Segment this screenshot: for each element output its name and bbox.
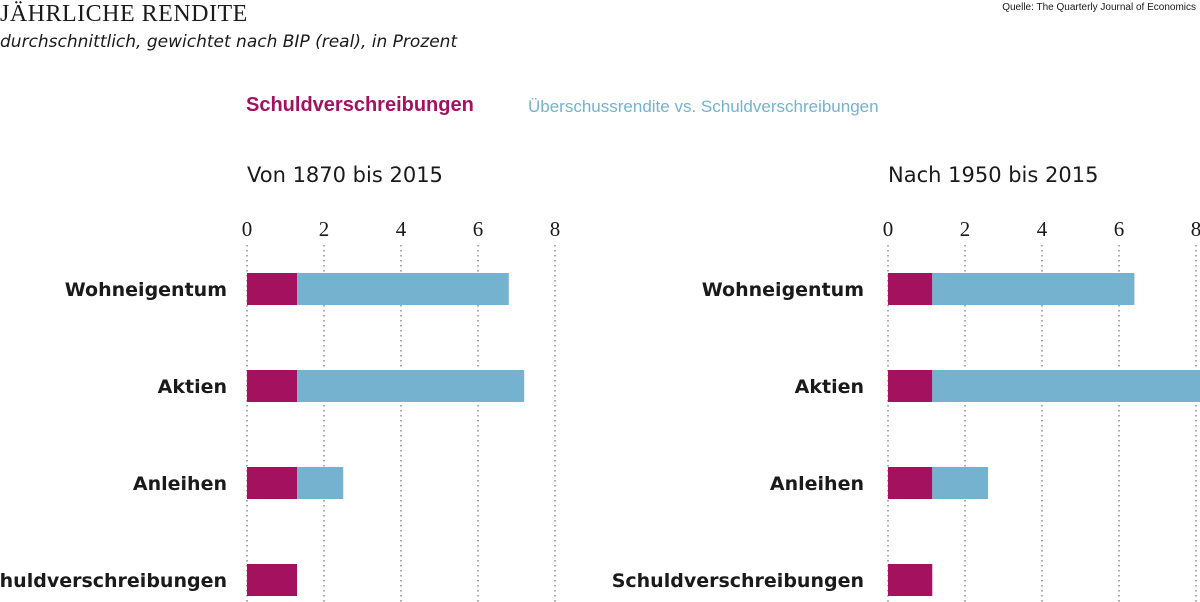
bar-excess bbox=[297, 273, 509, 305]
category-label: Aktien bbox=[158, 376, 227, 398]
bar-excess bbox=[297, 467, 344, 499]
category-label: Anleihen bbox=[770, 473, 864, 495]
tick-label: 2 bbox=[960, 217, 971, 241]
category-label: Wohneigentum bbox=[702, 279, 864, 301]
panel-title: Von 1870 bis 2015 bbox=[247, 163, 443, 187]
bar-bonds bbox=[888, 273, 933, 305]
bar-excess bbox=[932, 370, 1200, 402]
tick-label: 8 bbox=[550, 217, 561, 241]
tick-label: 0 bbox=[242, 217, 253, 241]
panel-title: Nach 1950 bis 2015 bbox=[888, 163, 1098, 187]
category-label: Schuldverschreibungen bbox=[612, 570, 864, 592]
category-label: Anleihen bbox=[133, 473, 227, 495]
tick-label: 0 bbox=[883, 217, 894, 241]
source-note: Quelle: The Quarterly Journal of Economi… bbox=[1002, 2, 1196, 13]
tick-label: 2 bbox=[319, 217, 330, 241]
chart-title: JÄHRLICHE RENDITE bbox=[0, 1, 248, 27]
tick-label: 4 bbox=[1037, 217, 1048, 241]
tick-label: 8 bbox=[1191, 217, 1200, 241]
category-label: Schuldverschreibungen bbox=[0, 570, 227, 592]
bar-excess bbox=[932, 467, 989, 499]
tick-label: 6 bbox=[1114, 217, 1125, 241]
bar-bonds bbox=[247, 467, 298, 499]
bar-bonds bbox=[247, 273, 298, 305]
category-label: Aktien bbox=[795, 376, 864, 398]
bar-bonds bbox=[247, 370, 298, 402]
bar-excess bbox=[297, 370, 525, 402]
tick-label: 4 bbox=[396, 217, 407, 241]
legend-bonds: Schuldverschreibungen bbox=[246, 94, 474, 116]
category-label: Wohneigentum bbox=[65, 279, 227, 301]
bar-excess bbox=[932, 273, 1135, 305]
tick-label: 6 bbox=[473, 217, 484, 241]
bar-bonds bbox=[888, 564, 933, 596]
bar-bonds bbox=[888, 370, 933, 402]
bar-bonds bbox=[247, 564, 298, 596]
legend-excess: Überschussrendite vs. Schuldverschreibun… bbox=[528, 97, 879, 116]
chart-subtitle: durchschnittlich, gewichtet nach BIP (re… bbox=[0, 32, 458, 52]
bar-bonds bbox=[888, 467, 933, 499]
